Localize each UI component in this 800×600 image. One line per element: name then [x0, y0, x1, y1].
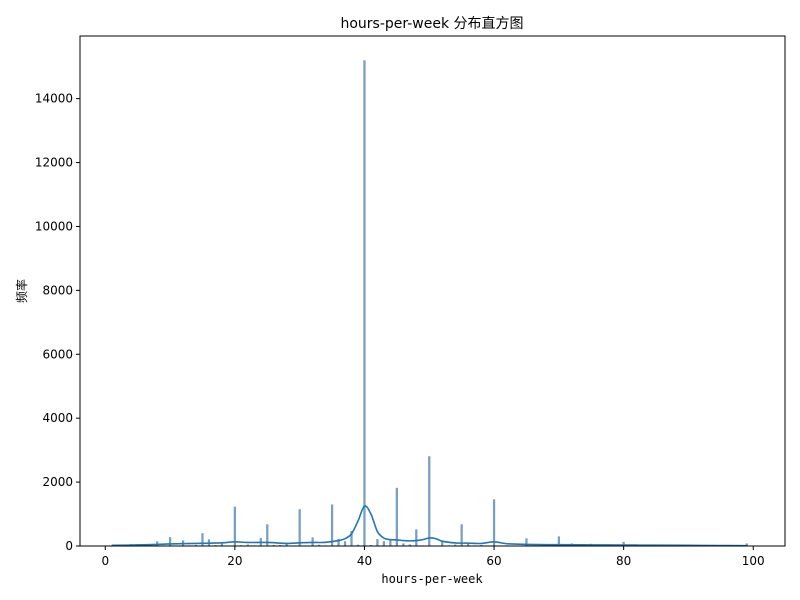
- histogram-bar: [492, 499, 496, 546]
- x-tick-label: 40: [357, 554, 372, 568]
- histogram-bar: [389, 539, 392, 546]
- y-axis-ticks: 0 2000 4000 6000 8000 10000 12000 14000: [35, 92, 80, 553]
- histogram-bar: [220, 543, 224, 546]
- x-tick-label: 0: [101, 554, 109, 568]
- histogram-bar: [622, 541, 625, 546]
- histogram-bar: [460, 524, 463, 546]
- histogram-bar: [441, 541, 444, 546]
- y-tick-label: 14000: [35, 92, 73, 106]
- histogram-bar: [246, 544, 249, 546]
- histogram-bar: [467, 543, 470, 546]
- plot-frame: [79, 35, 786, 547]
- histogram-bar: [201, 533, 204, 546]
- histogram-bar: [337, 538, 340, 546]
- histogram-bar: [356, 544, 360, 546]
- histogram-bar: [330, 504, 334, 546]
- histogram-bar: [395, 487, 398, 546]
- plot-area: [80, 36, 785, 546]
- histogram-bar: [194, 544, 198, 546]
- histogram-bar: [168, 537, 172, 546]
- histogram-bar: [525, 538, 528, 546]
- histogram-bar: [454, 544, 457, 546]
- x-tick-label: 100: [742, 554, 765, 568]
- histogram-bar: [317, 544, 321, 546]
- chart-title: hours-per-week 分布直方图: [340, 15, 523, 32]
- kde-line: [111, 505, 747, 547]
- histogram-bar: [343, 541, 347, 546]
- histogram-bar: [382, 541, 386, 546]
- histogram-bar: [363, 60, 366, 547]
- histogram-bar: [233, 506, 237, 546]
- y-tick-label: 4000: [42, 411, 73, 425]
- x-tick-label: 80: [616, 554, 631, 568]
- histogram-bar: [266, 524, 269, 546]
- histogram-bar: [298, 509, 301, 546]
- y-tick-label: 10000: [35, 219, 73, 233]
- histogram-bar: [402, 543, 405, 546]
- histogram-bar: [415, 529, 418, 546]
- x-axis-ticks: 0 20 40 60 80 100: [101, 546, 765, 568]
- histogram-bar: [408, 544, 411, 546]
- x-axis-label: hours-per-week: [381, 572, 483, 586]
- y-tick-label: 0: [65, 539, 73, 553]
- x-tick-label: 60: [486, 554, 501, 568]
- histogram-bar: [350, 530, 353, 546]
- y-tick-label: 2000: [42, 475, 73, 489]
- y-tick-label: 8000: [42, 283, 73, 297]
- histogram-bar: [428, 456, 431, 546]
- x-tick-label: 20: [227, 554, 242, 568]
- y-tick-label: 6000: [42, 347, 73, 361]
- y-tick-label: 12000: [35, 156, 73, 170]
- histogram-bar: [285, 543, 288, 546]
- histogram-bar: [745, 543, 748, 546]
- histogram-bar: [557, 536, 560, 546]
- y-axis-label: 频率: [14, 279, 29, 303]
- histogram-bar: [376, 538, 379, 546]
